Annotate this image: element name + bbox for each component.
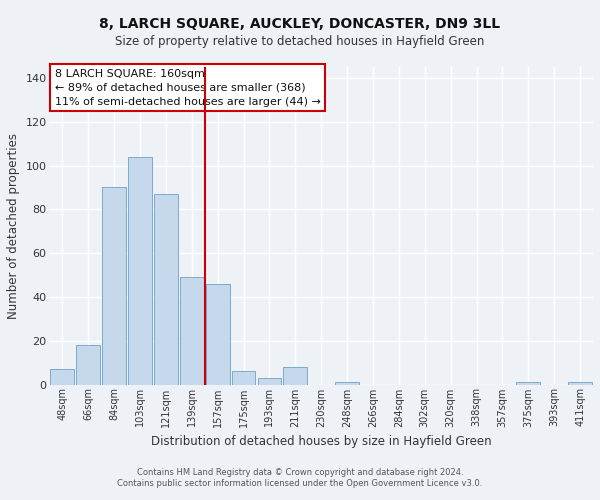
Bar [128,157,152,384]
Text: 8 LARCH SQUARE: 160sqm
← 89% of detached houses are smaller (368)
11% of semi-de: 8 LARCH SQUARE: 160sqm ← 89% of detached… [55,68,321,106]
Text: 8, LARCH SQUARE, AUCKLEY, DONCASTER, DN9 3LL: 8, LARCH SQUARE, AUCKLEY, DONCASTER, DN9… [100,18,500,32]
Bar [232,372,256,384]
Bar [568,382,592,384]
Bar [206,284,230,384]
Bar [257,378,281,384]
Bar [102,188,126,384]
Bar [154,194,178,384]
Bar [517,382,540,384]
Bar [335,382,359,384]
Text: Contains HM Land Registry data © Crown copyright and database right 2024.
Contai: Contains HM Land Registry data © Crown c… [118,468,482,487]
Bar [180,277,203,384]
Y-axis label: Number of detached properties: Number of detached properties [7,133,20,319]
Bar [50,369,74,384]
Bar [76,345,100,385]
Text: Size of property relative to detached houses in Hayfield Green: Size of property relative to detached ho… [115,35,485,48]
Bar [283,367,307,384]
X-axis label: Distribution of detached houses by size in Hayfield Green: Distribution of detached houses by size … [151,435,491,448]
